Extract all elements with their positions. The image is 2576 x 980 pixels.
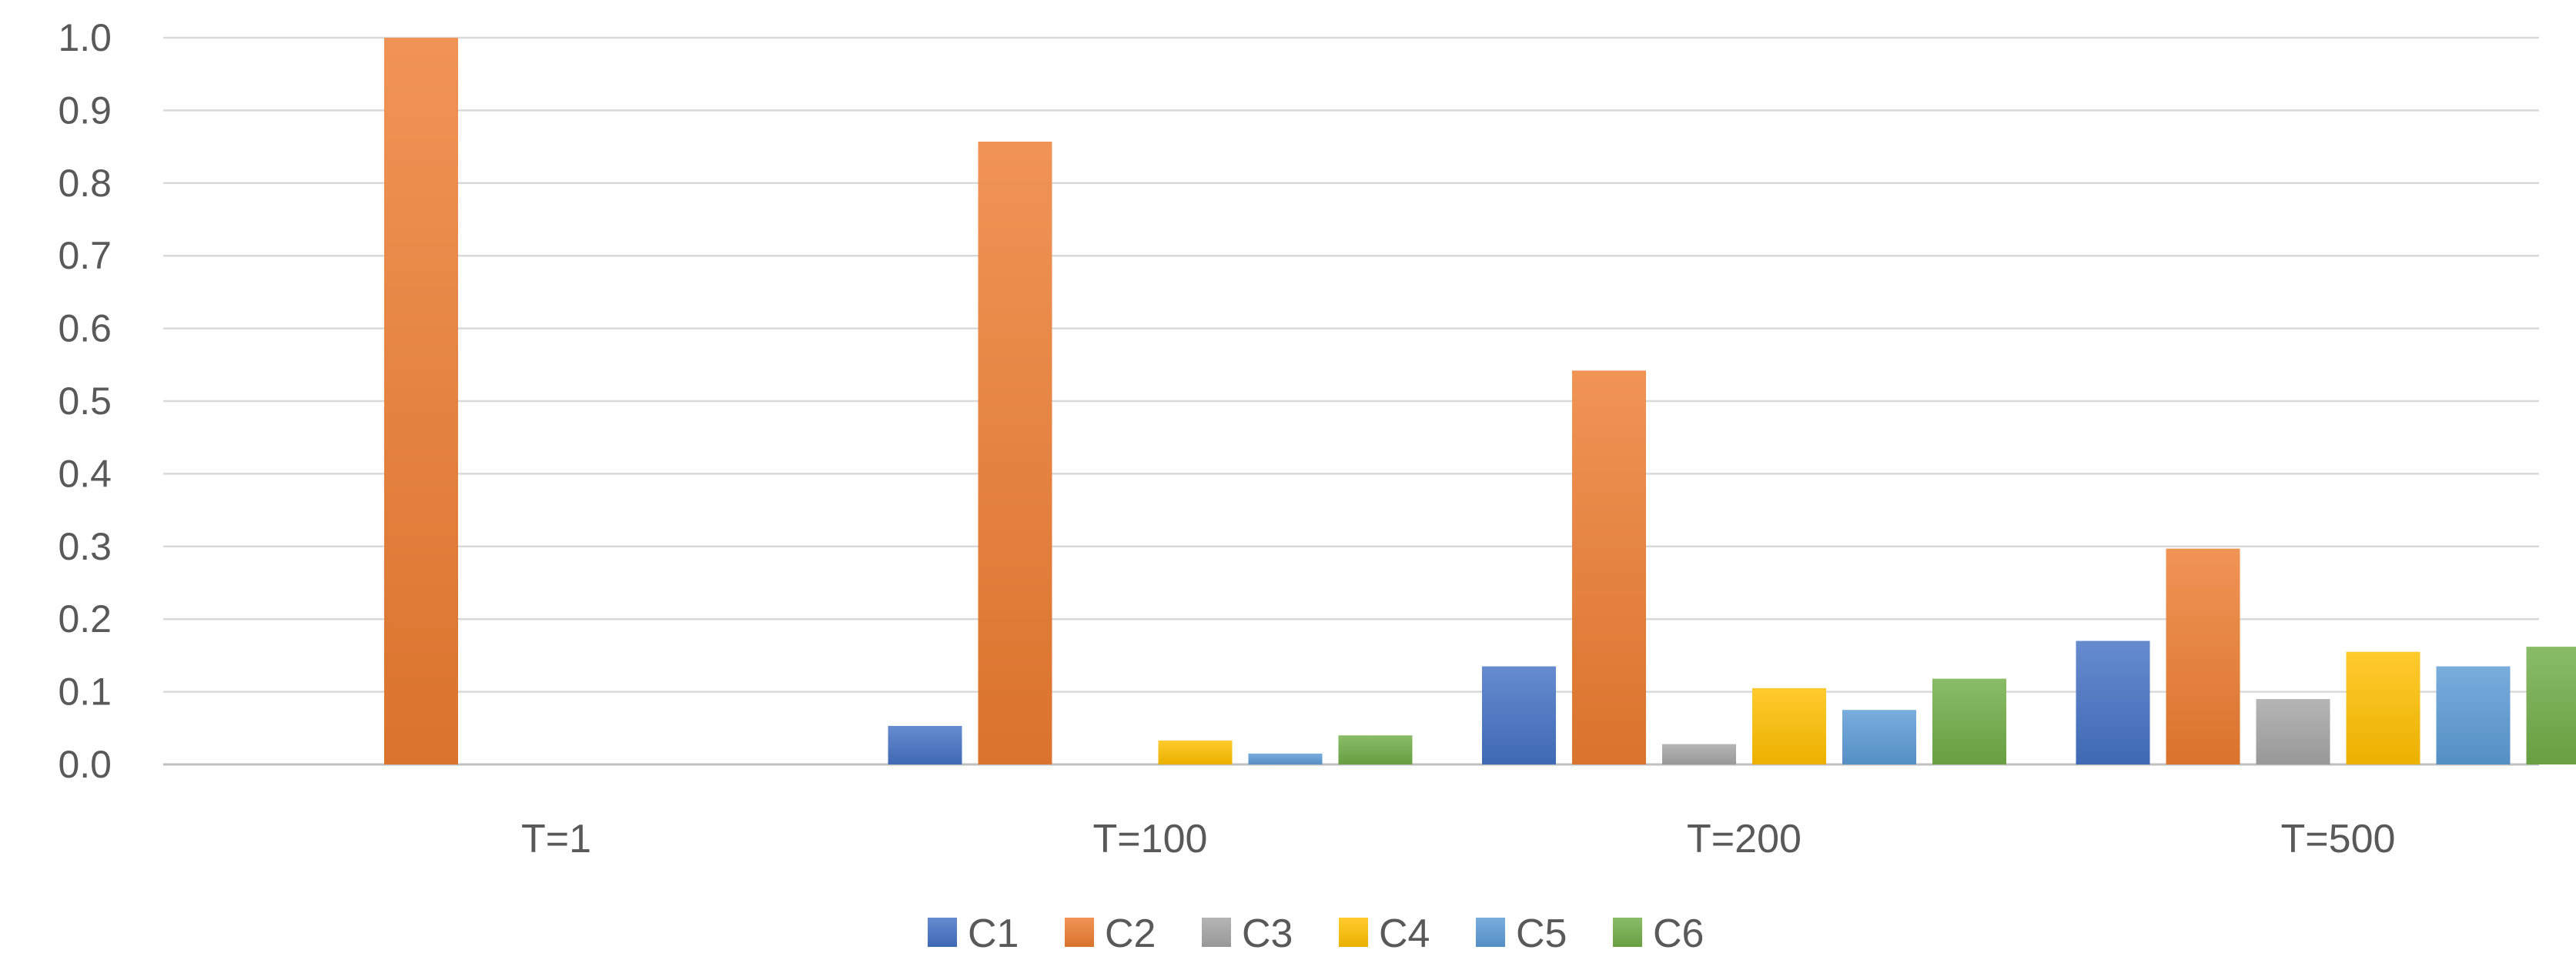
bar-c1-t200 xyxy=(1482,666,1556,764)
legend-swatch-c3 xyxy=(1202,918,1231,947)
legend-label-c3: C3 xyxy=(1242,911,1293,956)
bar-c2-t100 xyxy=(978,141,1052,764)
bar-c3-t200 xyxy=(1662,744,1736,764)
legend-swatch-c4 xyxy=(1339,918,1368,947)
bars xyxy=(384,38,2576,764)
bar-c4-t500 xyxy=(2346,651,2420,764)
bar-c1-t500 xyxy=(2076,641,2150,764)
legend-label-c6: C6 xyxy=(1653,911,1704,956)
bar-c2-t500 xyxy=(2166,548,2240,764)
x-tick-label: T=500 xyxy=(2281,817,2396,861)
legend-swatch-c6 xyxy=(1613,918,1642,947)
legend-label-c4: C4 xyxy=(1379,911,1430,956)
bar-c6-t100 xyxy=(1338,735,1413,764)
x-tick-label: T=1 xyxy=(521,817,591,861)
gridlines xyxy=(163,36,2539,766)
x-tick-label: T=200 xyxy=(1687,817,1802,861)
legend-label-c5: C5 xyxy=(1516,911,1567,956)
bar-c5-t100 xyxy=(1248,753,1323,764)
x-axis: T=1 T=100 T=200 T=500 xyxy=(521,817,2395,861)
y-tick-label: 0.7 xyxy=(58,234,112,277)
y-tick-label: 0.3 xyxy=(58,525,112,568)
bar-c5-t500 xyxy=(2436,666,2511,764)
y-tick-label: 0.6 xyxy=(58,307,112,350)
legend-swatch-c5 xyxy=(1476,918,1505,947)
legend-swatch-c1 xyxy=(928,918,957,947)
x-tick-label: T=100 xyxy=(1093,817,1208,861)
legend: C1 C2 C3 C4 C5 C6 xyxy=(928,911,1704,956)
y-tick-label: 0.1 xyxy=(58,671,112,714)
legend-label-c2: C2 xyxy=(1105,911,1156,956)
bar-c1-t100 xyxy=(888,725,962,764)
y-axis: 0.0 0.1 0.2 0.3 0.4 0.5 0.6 0.7 0.8 0.9 1.0 xyxy=(58,16,112,786)
bar-c2-t1 xyxy=(384,38,458,764)
bar-c4-t100 xyxy=(1158,740,1233,764)
bar-c4-t200 xyxy=(1752,687,1826,764)
y-tick-label: 0.0 xyxy=(58,743,112,786)
legend-swatch-c2 xyxy=(1065,918,1094,947)
y-tick-label: 0.5 xyxy=(58,380,112,423)
bar-c2-t200 xyxy=(1572,370,1646,764)
y-tick-label: 0.8 xyxy=(58,162,112,205)
legend-label-c1: C1 xyxy=(968,911,1019,956)
y-tick-label: 0.2 xyxy=(58,597,112,641)
bar-c6-t200 xyxy=(1932,678,2006,764)
y-tick-label: 0.9 xyxy=(58,89,112,132)
bar-c3-t500 xyxy=(2256,699,2330,764)
y-tick-label: 0.4 xyxy=(58,452,112,495)
y-tick-label: 1.0 xyxy=(58,16,112,59)
bar-c6-t500 xyxy=(2526,647,2576,764)
bar-c5-t200 xyxy=(1842,710,1916,764)
